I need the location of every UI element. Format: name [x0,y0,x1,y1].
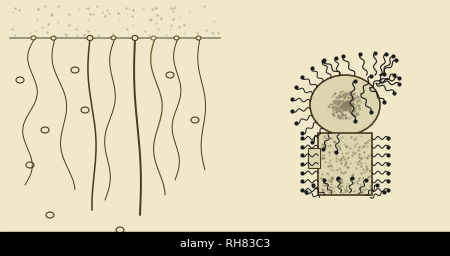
Ellipse shape [151,36,156,40]
Ellipse shape [31,36,36,40]
Ellipse shape [71,67,79,73]
Ellipse shape [81,107,89,113]
Ellipse shape [196,36,201,40]
Text: alamy - RH83C3: alamy - RH83C3 [180,239,270,249]
Ellipse shape [46,212,54,218]
Ellipse shape [310,75,380,135]
Ellipse shape [174,36,179,40]
Ellipse shape [51,36,56,40]
Ellipse shape [132,36,138,40]
Bar [0,232,450,256]
Ellipse shape [26,162,34,168]
Ellipse shape [191,117,199,123]
Bar [318,133,372,195]
Ellipse shape [16,77,24,83]
Ellipse shape [41,127,49,133]
Bar [308,148,320,168]
Ellipse shape [87,36,93,40]
Ellipse shape [166,72,174,78]
Ellipse shape [111,36,116,40]
Ellipse shape [116,227,124,233]
